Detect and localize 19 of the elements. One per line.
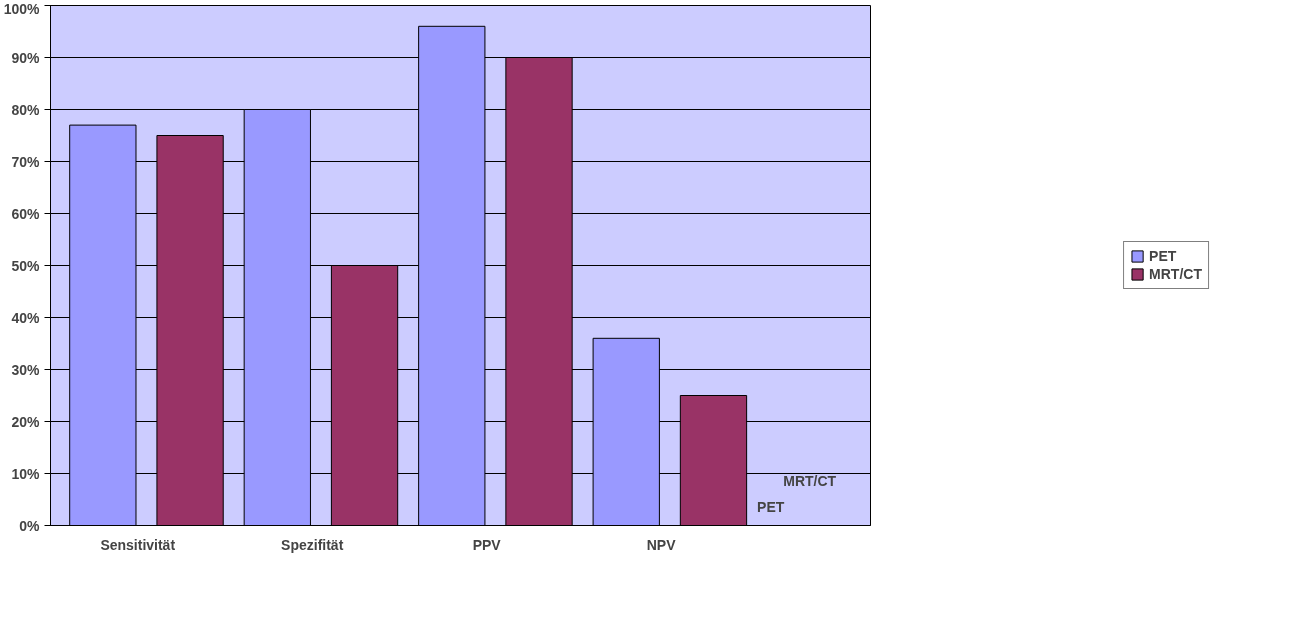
x-tick-label: Spezifität (281, 536, 344, 553)
annotation: MRT/CT (783, 473, 837, 490)
x-tick-label: Sensitivität (100, 536, 176, 553)
y-tick-label: 100% (3, 0, 41, 17)
y-tick-label: 90% (11, 49, 41, 66)
y-tick-label: 40% (11, 309, 41, 326)
x-tick-label: NPV (646, 536, 677, 553)
x-tick-label: PPV (472, 536, 502, 553)
legend-label: MRT/CT (1149, 266, 1202, 282)
y-tick-label: 10% (11, 465, 41, 482)
y-tick-label: 0% (19, 517, 41, 534)
y-tick-label: 70% (11, 153, 41, 170)
annotation: PET (757, 499, 785, 516)
y-tick-label: 20% (11, 413, 41, 430)
y-tick-label: 30% (11, 361, 41, 378)
y-tick-label: 60% (11, 205, 41, 222)
y-tick-label: 50% (11, 257, 41, 274)
y-tick-label: 80% (11, 101, 41, 118)
legend-label: PET (1149, 248, 1177, 264)
